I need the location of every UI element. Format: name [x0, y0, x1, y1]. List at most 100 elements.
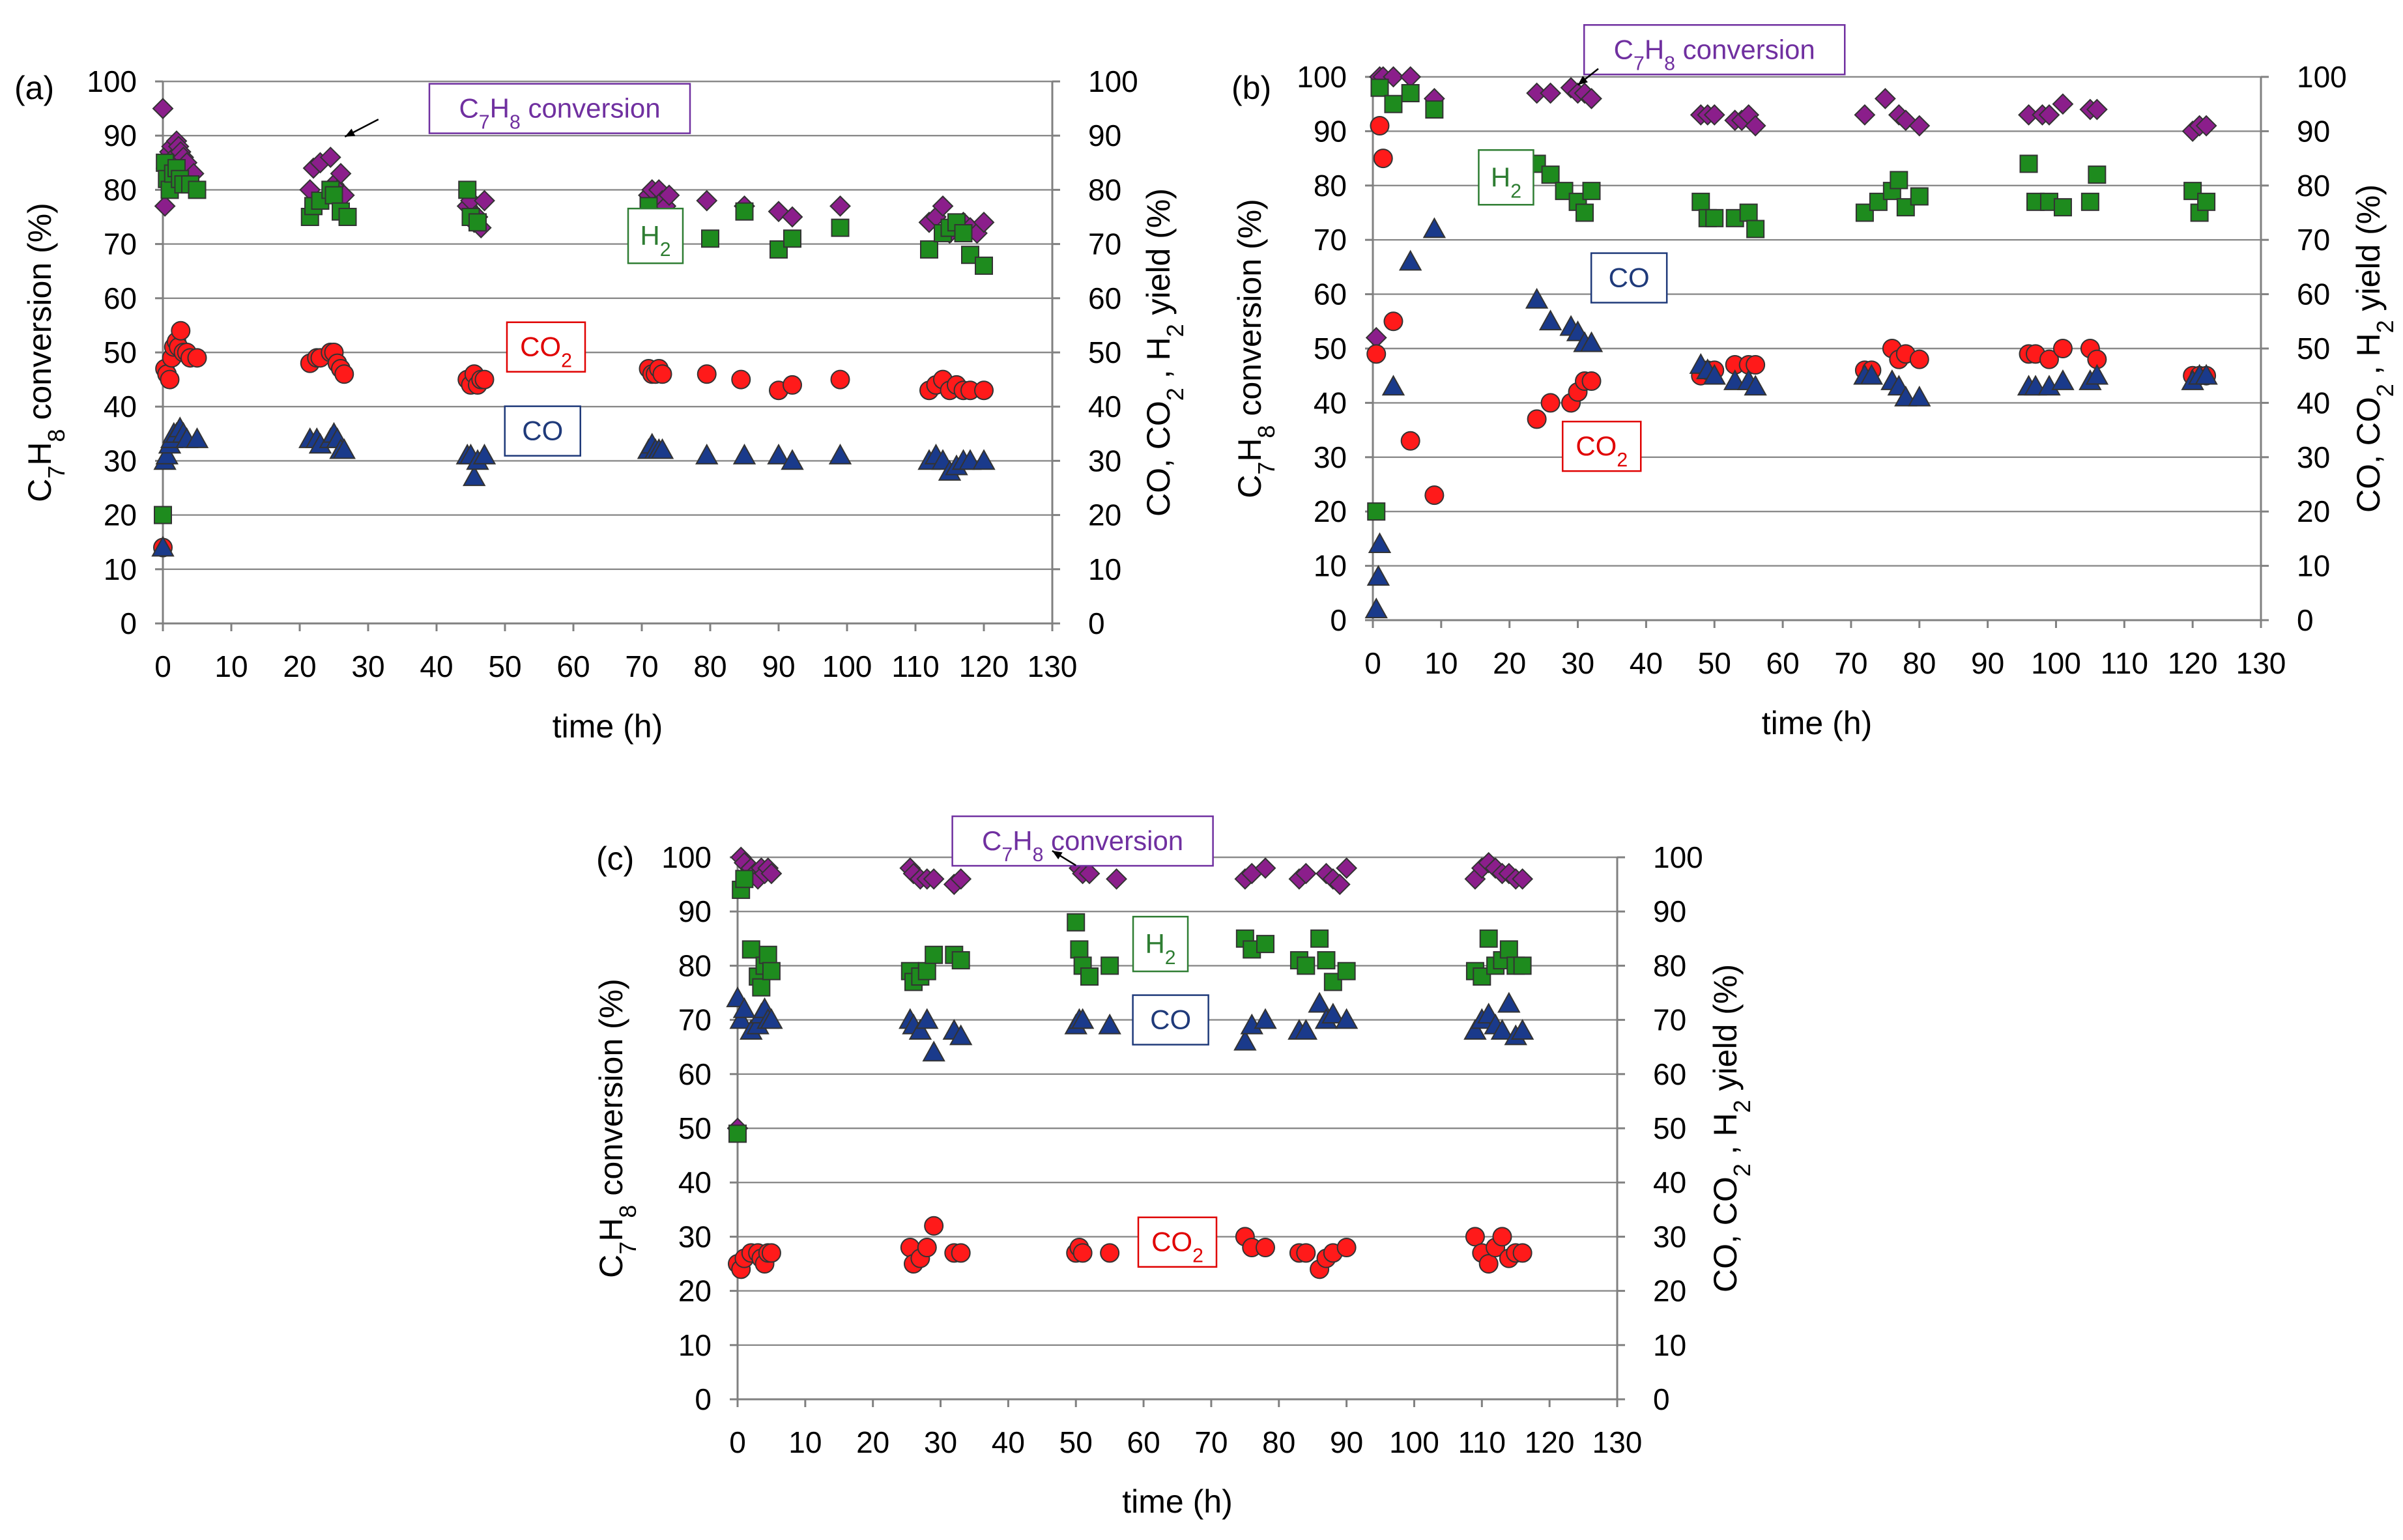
data-point — [1746, 220, 1765, 238]
data-point — [735, 202, 754, 221]
data-point — [1308, 991, 1331, 1013]
data-point — [1370, 78, 1389, 97]
y-tick-label-right: 70 — [2297, 223, 2330, 257]
data-point — [1860, 364, 1884, 385]
data-point — [932, 195, 954, 217]
y-tick-label-left: 0 — [1330, 603, 1347, 637]
data-point — [741, 940, 760, 959]
x-tick-label: 110 — [1458, 1425, 1506, 1459]
y-tick-label-right: 60 — [1653, 1057, 1686, 1091]
data-point — [1744, 375, 1767, 396]
data-point — [917, 962, 936, 980]
data-point — [728, 1124, 747, 1143]
x-tick-label: 0 — [1364, 646, 1381, 680]
data-point — [334, 364, 354, 384]
x-tick-label: 70 — [625, 649, 658, 683]
x-tick-label: 10 — [1424, 646, 1458, 680]
data-point — [1067, 913, 1086, 932]
data-point — [908, 1019, 932, 1040]
data-point — [829, 195, 851, 217]
data-point — [2019, 154, 2038, 173]
data-point — [972, 449, 996, 470]
data-point — [1909, 349, 1929, 369]
data-point — [1072, 1243, 1093, 1263]
annotation-box — [1132, 915, 1189, 973]
data-point — [1254, 857, 1276, 879]
x-tick-label: 0 — [729, 1425, 746, 1459]
y-tick-label-right: 60 — [2297, 278, 2330, 311]
annotation-co2: CO2 — [1137, 1216, 1218, 1268]
data-point — [1256, 1238, 1275, 1258]
data-point — [1381, 375, 1405, 396]
data-point — [1367, 502, 1386, 521]
data-point — [767, 444, 790, 464]
data-point — [1908, 115, 1931, 137]
data-point — [1874, 87, 1896, 109]
y-tick-label-left: 20 — [1314, 494, 1347, 528]
x-tick-label: 20 — [856, 1425, 889, 1459]
y-tick-label-right: 80 — [1653, 948, 1686, 982]
annotation-label: CO — [522, 416, 563, 446]
data-point — [973, 211, 995, 233]
y-tick-label-left: 50 — [678, 1111, 712, 1145]
annotation-h2: H2 — [627, 207, 684, 264]
data-point — [155, 444, 179, 464]
annotation-co: CO — [504, 405, 581, 457]
annotation-box — [1583, 24, 1846, 76]
y-tick-label-left: 50 — [104, 335, 137, 369]
data-point — [1691, 192, 1710, 211]
data-point — [1703, 364, 1726, 385]
data-point — [1254, 1008, 1277, 1029]
data-point — [830, 369, 850, 390]
y-tick-label-right: 50 — [1088, 335, 1121, 369]
annotation-label: C7H8 conversion — [1614, 34, 1815, 74]
data-point — [160, 369, 180, 390]
x-axis-label: time (h) — [553, 708, 663, 745]
series-co2 — [728, 1216, 1532, 1279]
y-tick-label-right: 50 — [1653, 1111, 1686, 1145]
data-point — [463, 465, 486, 487]
data-point — [1296, 1243, 1316, 1263]
data-point — [1422, 217, 1446, 238]
y-tick-label-right: 0 — [1653, 1382, 1670, 1416]
annotation-label: H2 — [1491, 162, 1521, 202]
annotation-c7h8: C7H8 conversion — [428, 83, 691, 134]
y-tick-label-left: 80 — [678, 948, 712, 982]
x-tick-label: 120 — [2168, 646, 2218, 680]
data-point — [1525, 287, 1549, 309]
data-point — [695, 444, 719, 464]
data-point — [2086, 98, 2108, 121]
data-point — [729, 1008, 753, 1029]
data-point — [1424, 485, 1445, 506]
annotation-co2: CO2 — [506, 321, 586, 373]
x-axis-label: time (h) — [1762, 705, 1872, 741]
y-tick-label-right: 40 — [1653, 1165, 1686, 1199]
data-point — [1071, 1008, 1095, 1029]
y-tick-label-right: 10 — [1653, 1328, 1686, 1362]
data-point — [1400, 431, 1420, 451]
data-point — [1373, 149, 1393, 169]
data-point — [828, 444, 852, 464]
x-tick-label: 50 — [1698, 646, 1731, 680]
x-tick-label: 80 — [1262, 1425, 1295, 1459]
data-point — [925, 945, 943, 964]
data-point — [2053, 198, 2072, 217]
y-tick-label-left: 40 — [1314, 386, 1347, 420]
y-axis-label-left: C7H8 conversion (%) — [593, 978, 641, 1278]
data-point — [1541, 165, 1560, 184]
annotation-label: CO2 — [1151, 1227, 1203, 1267]
x-tick-label: 30 — [351, 649, 384, 683]
data-point — [1490, 1019, 1514, 1040]
y-axis-label-right: CO, CO2 , H2 yield (%) — [1707, 964, 1755, 1292]
data-point — [2052, 93, 2074, 115]
y-tick-label-right: 20 — [2297, 494, 2330, 528]
data-point — [1538, 309, 1562, 331]
data-point — [1080, 967, 1099, 986]
data-point — [1384, 94, 1403, 113]
y-tick-label-left: 60 — [104, 281, 137, 315]
data-point — [1368, 532, 1392, 554]
data-point — [338, 208, 357, 226]
data-point — [1294, 1019, 1318, 1040]
y-axis-label-left: C7H8 conversion (%) — [22, 203, 70, 502]
